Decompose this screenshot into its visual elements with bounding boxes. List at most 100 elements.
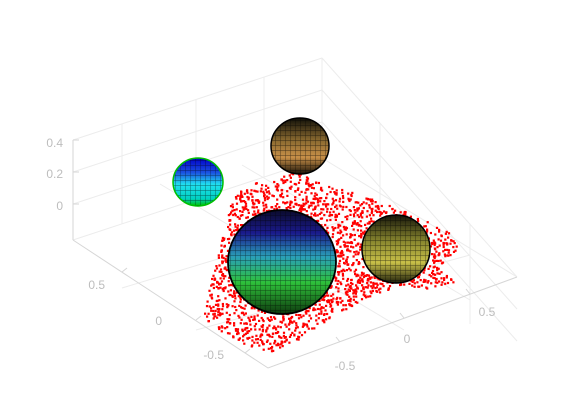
point: [374, 287, 377, 290]
point: [320, 310, 323, 313]
point: [235, 291, 238, 294]
point: [363, 230, 366, 233]
point: [411, 280, 414, 283]
point: [225, 260, 228, 264]
point: [256, 199, 260, 202]
point: [206, 315, 209, 318]
point: [335, 301, 338, 304]
point: [329, 286, 332, 289]
point: [352, 262, 355, 265]
point: [267, 186, 270, 189]
point: [259, 334, 262, 337]
point: [300, 316, 303, 319]
point: [294, 329, 297, 332]
point: [324, 309, 327, 312]
point: [366, 210, 369, 213]
point: [416, 217, 419, 221]
point: [266, 197, 269, 201]
point: [335, 298, 338, 301]
point: [340, 236, 343, 239]
point: [212, 286, 215, 290]
point: [236, 227, 239, 230]
point: [261, 341, 264, 344]
point: [254, 190, 257, 193]
point: [442, 245, 445, 249]
point: [326, 301, 329, 304]
point: [331, 197, 334, 200]
point: [237, 332, 240, 335]
point: [234, 305, 237, 309]
point: [337, 212, 341, 215]
point: [362, 266, 365, 269]
point: [331, 300, 334, 303]
point: [230, 233, 233, 236]
point: [221, 312, 224, 315]
point: [356, 207, 359, 210]
point: [438, 228, 441, 231]
point: [360, 229, 363, 232]
point: [355, 201, 358, 204]
point: [352, 298, 355, 301]
point: [370, 220, 373, 223]
point: [439, 239, 443, 242]
point: [261, 325, 264, 328]
point: [326, 210, 329, 213]
point: [337, 301, 340, 304]
z-tick-label: 0.4: [46, 136, 63, 150]
point: [286, 179, 289, 182]
point: [249, 192, 252, 195]
point: [434, 273, 437, 276]
point: [260, 316, 263, 320]
point: [444, 232, 447, 235]
point: [243, 207, 246, 210]
point: [289, 176, 292, 179]
point: [334, 192, 337, 195]
point: [302, 208, 305, 211]
point: [331, 187, 334, 190]
point: [299, 207, 302, 210]
point: [349, 198, 352, 201]
point: [339, 297, 342, 300]
point: [349, 269, 352, 272]
point: [413, 282, 416, 285]
point: [240, 192, 243, 196]
point: [236, 215, 239, 219]
point: [305, 312, 308, 315]
point: [321, 298, 324, 301]
point: [237, 314, 240, 317]
point: [340, 283, 343, 286]
point: [272, 327, 275, 330]
point: [361, 280, 364, 283]
point: [267, 190, 270, 193]
point: [254, 212, 257, 215]
point: [348, 199, 351, 203]
point: [347, 299, 350, 302]
sphere-large: [227, 209, 337, 315]
point: [367, 274, 371, 277]
point: [422, 280, 425, 283]
point: [439, 259, 442, 262]
point: [288, 341, 291, 344]
point: [358, 235, 361, 238]
point: [315, 219, 318, 223]
point: [244, 201, 247, 204]
point: [433, 257, 436, 260]
point: [437, 267, 440, 270]
point: [429, 231, 432, 235]
point: [226, 249, 230, 252]
point: [239, 322, 242, 325]
point: [345, 259, 348, 262]
point: [249, 323, 252, 326]
point: [446, 281, 450, 285]
point: [453, 242, 456, 245]
point: [360, 298, 364, 301]
point: [207, 312, 210, 315]
point: [229, 289, 232, 292]
point: [277, 344, 280, 347]
point: [308, 204, 311, 207]
point: [269, 316, 273, 319]
point: [360, 225, 363, 228]
point: [381, 283, 384, 286]
point: [443, 278, 446, 281]
point: [254, 328, 257, 331]
